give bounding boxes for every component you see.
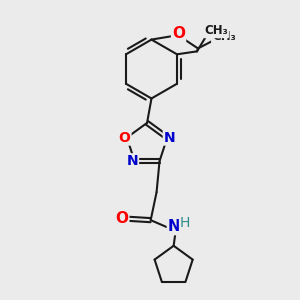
Text: O: O (118, 130, 130, 145)
Text: N: N (164, 130, 176, 145)
Text: O: O (115, 211, 128, 226)
Text: N: N (126, 154, 138, 168)
Text: O: O (172, 26, 185, 41)
Text: H: H (180, 216, 190, 230)
Text: N: N (168, 219, 181, 234)
Text: CH₃: CH₃ (204, 24, 228, 37)
Text: CH₃: CH₃ (212, 29, 236, 43)
